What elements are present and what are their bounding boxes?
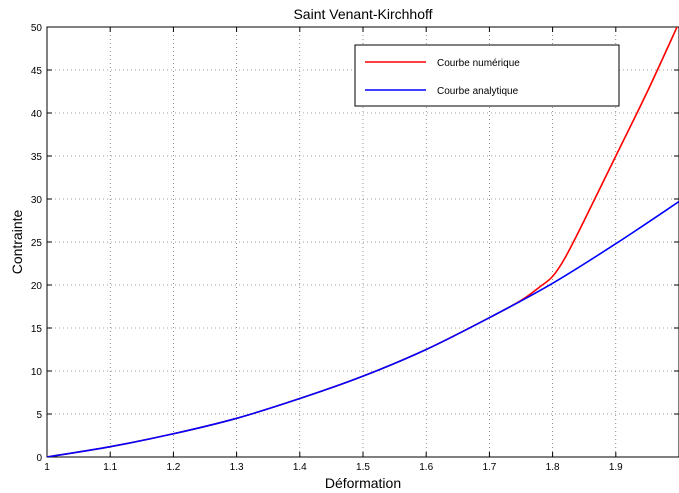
x-tick-label: 1.8 — [546, 462, 560, 473]
y-tick-label: 0 — [36, 453, 42, 464]
x-tick-label: 1.1 — [103, 462, 117, 473]
y-tick-label: 10 — [31, 367, 43, 378]
legend: Courbe numérique Courbe analytique — [354, 44, 620, 107]
x-tick-label: 1.3 — [230, 462, 244, 473]
y-tick-label: 25 — [31, 238, 43, 249]
y-tick-label: 15 — [31, 324, 43, 335]
x-tick-label: 1.2 — [166, 462, 180, 473]
series-line-analytique — [47, 200, 679, 457]
x-axis-title: Déformation — [325, 475, 401, 491]
y-tick-label: 30 — [31, 195, 43, 206]
x-tick-label: 1.9 — [609, 462, 623, 473]
legend-label-analytique: Courbe analytique — [437, 86, 519, 97]
series-lines — [47, 27, 679, 457]
y-tick-label: 5 — [36, 410, 42, 421]
chart-title: Saint Venant-Kirchhoff — [293, 6, 432, 22]
x-tick-label: 1.6 — [419, 462, 433, 473]
legend-box — [354, 44, 620, 107]
y-tick-label: 50 — [31, 23, 43, 34]
ticks: 1 1.1 1.2 1.3 1.4 1.5 1.6 1.7 1.8 1.9 0 5 10 15 20 25 30… — [31, 23, 679, 473]
y-tick-label: 20 — [31, 281, 43, 292]
x-tick-label: 1.4 — [293, 462, 307, 473]
y-tick-label: 45 — [31, 66, 43, 77]
legend-label-numerique: Courbe numérique — [437, 58, 520, 69]
y-tick-label: 35 — [31, 152, 43, 163]
x-tick-label: 1.7 — [482, 462, 496, 473]
x-tick-label: 1.5 — [356, 462, 370, 473]
x-tick-label: 1 — [44, 462, 50, 473]
y-tick-label: 40 — [31, 109, 43, 120]
y-axis-title: Contrainte — [9, 209, 25, 274]
